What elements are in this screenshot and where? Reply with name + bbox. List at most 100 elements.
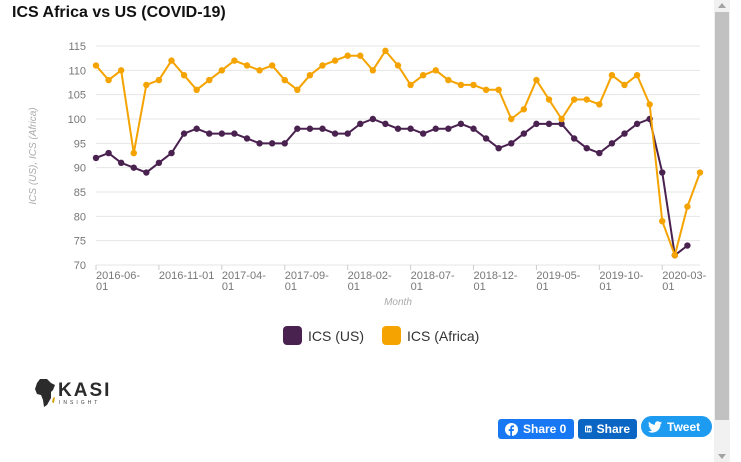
data-point-africa[interactable]: [193, 86, 200, 94]
data-point-africa[interactable]: [482, 86, 490, 94]
data-point-africa[interactable]: [659, 218, 666, 225]
data-point-africa[interactable]: [130, 149, 137, 157]
data-point-africa[interactable]: [281, 76, 288, 84]
data-point-us[interactable]: [495, 145, 502, 152]
data-point-us[interactable]: [419, 130, 427, 137]
data-point-africa[interactable]: [671, 252, 679, 259]
data-point-africa[interactable]: [445, 76, 452, 84]
data-point-us[interactable]: [545, 120, 553, 128]
data-point-us[interactable]: [470, 125, 477, 132]
data-point-us[interactable]: [180, 130, 188, 137]
facebook-share-button[interactable]: Share 0: [498, 419, 574, 439]
data-point-africa[interactable]: [243, 62, 251, 69]
tweet-button[interactable]: Tweet: [641, 416, 712, 437]
data-point-africa[interactable]: [143, 81, 150, 89]
data-point-africa[interactable]: [369, 67, 377, 74]
data-point-us[interactable]: [621, 130, 628, 137]
data-point-africa[interactable]: [608, 72, 616, 79]
data-point-africa[interactable]: [470, 81, 477, 89]
data-point-us[interactable]: [155, 159, 163, 166]
scroll-up-arrow-icon[interactable]: [718, 3, 726, 8]
data-point-africa[interactable]: [558, 115, 565, 123]
data-point-us[interactable]: [608, 140, 616, 147]
data-point-us[interactable]: [457, 120, 465, 128]
data-point-africa[interactable]: [621, 81, 628, 89]
data-point-africa[interactable]: [105, 76, 112, 84]
data-point-us[interactable]: [520, 130, 528, 137]
data-point-africa[interactable]: [256, 67, 263, 74]
data-point-africa[interactable]: [407, 81, 414, 89]
data-point-us[interactable]: [570, 135, 578, 142]
data-point-africa[interactable]: [206, 76, 213, 84]
data-point-us[interactable]: [357, 120, 364, 128]
data-point-us[interactable]: [369, 115, 377, 123]
data-point-africa[interactable]: [419, 72, 427, 79]
data-point-africa[interactable]: [382, 47, 389, 55]
data-point-us[interactable]: [306, 125, 314, 132]
data-point-africa[interactable]: [168, 57, 175, 64]
data-point-us[interactable]: [445, 125, 452, 132]
vertical-scrollbar[interactable]: [714, 0, 730, 462]
data-point-africa[interactable]: [583, 96, 590, 103]
data-point-africa[interactable]: [117, 67, 125, 74]
data-point-us[interactable]: [281, 140, 288, 147]
data-point-us[interactable]: [117, 159, 125, 166]
data-point-africa[interactable]: [92, 62, 100, 69]
data-point-africa[interactable]: [331, 57, 339, 64]
data-point-us[interactable]: [432, 125, 439, 132]
legend-item-africa[interactable]: ICS (Africa): [382, 326, 479, 345]
data-point-africa[interactable]: [394, 62, 402, 69]
scrollbar-thumb[interactable]: [715, 12, 729, 420]
data-point-us[interactable]: [583, 145, 590, 152]
data-point-africa[interactable]: [508, 115, 515, 123]
data-point-us[interactable]: [558, 120, 565, 128]
data-point-africa[interactable]: [218, 67, 226, 74]
data-point-us[interactable]: [508, 140, 515, 147]
data-point-us[interactable]: [344, 130, 351, 137]
data-point-africa[interactable]: [545, 96, 553, 103]
data-point-us[interactable]: [684, 242, 691, 249]
data-point-us[interactable]: [659, 169, 666, 176]
data-point-africa[interactable]: [533, 76, 540, 84]
data-point-africa[interactable]: [319, 62, 326, 69]
data-point-us[interactable]: [633, 120, 641, 128]
data-point-africa[interactable]: [155, 76, 163, 84]
data-point-us[interactable]: [331, 130, 339, 137]
data-point-africa[interactable]: [306, 72, 314, 79]
data-point-africa[interactable]: [684, 203, 691, 210]
data-point-africa[interactable]: [180, 72, 188, 79]
data-point-us[interactable]: [319, 125, 326, 132]
scroll-down-arrow-icon[interactable]: [718, 454, 726, 459]
data-point-africa[interactable]: [696, 169, 704, 176]
data-point-africa[interactable]: [633, 72, 641, 79]
data-point-us[interactable]: [206, 130, 213, 137]
data-point-us[interactable]: [243, 135, 251, 142]
data-point-us[interactable]: [533, 120, 540, 128]
data-point-us[interactable]: [193, 125, 200, 132]
data-point-africa[interactable]: [520, 106, 528, 113]
data-point-us[interactable]: [105, 149, 112, 157]
data-point-us[interactable]: [143, 169, 150, 176]
data-point-us[interactable]: [231, 130, 238, 137]
linkedin-share-button[interactable]: Share: [578, 419, 637, 439]
data-point-africa[interactable]: [495, 86, 502, 94]
data-point-africa[interactable]: [268, 62, 276, 69]
data-point-us[interactable]: [382, 120, 389, 128]
data-point-us[interactable]: [130, 164, 137, 171]
data-point-africa[interactable]: [432, 67, 439, 74]
data-point-africa[interactable]: [457, 81, 465, 89]
data-point-us[interactable]: [482, 135, 490, 142]
data-point-us[interactable]: [218, 130, 226, 137]
data-point-africa[interactable]: [596, 101, 603, 108]
data-point-us[interactable]: [268, 140, 276, 147]
data-point-us[interactable]: [394, 125, 402, 132]
data-point-us[interactable]: [256, 140, 263, 147]
data-point-africa[interactable]: [231, 57, 238, 64]
data-point-us[interactable]: [596, 149, 603, 157]
data-point-africa[interactable]: [570, 96, 578, 103]
data-point-us[interactable]: [407, 125, 414, 132]
data-point-us[interactable]: [294, 125, 301, 132]
data-point-africa[interactable]: [294, 86, 301, 94]
data-point-us[interactable]: [92, 154, 100, 162]
data-point-africa[interactable]: [646, 101, 653, 108]
